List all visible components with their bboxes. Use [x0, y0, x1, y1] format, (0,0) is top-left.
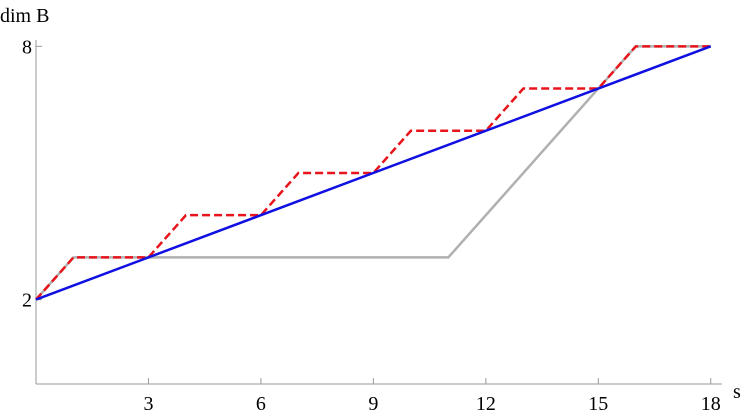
x-tick-label: 9 [368, 393, 378, 415]
x-tick-label: 12 [476, 393, 496, 415]
x-axis-label: s [733, 381, 741, 403]
y-axis-label: dim B [0, 5, 49, 27]
x-tick-label: 15 [588, 393, 608, 415]
x-tick-label: 6 [256, 393, 266, 415]
series-line [35, 45, 712, 301]
y-tick-label: 8 [22, 36, 32, 58]
x-tick-label: 18 [701, 393, 721, 415]
y-tick-label: 2 [22, 290, 32, 312]
x-tick-label: 3 [143, 393, 153, 415]
